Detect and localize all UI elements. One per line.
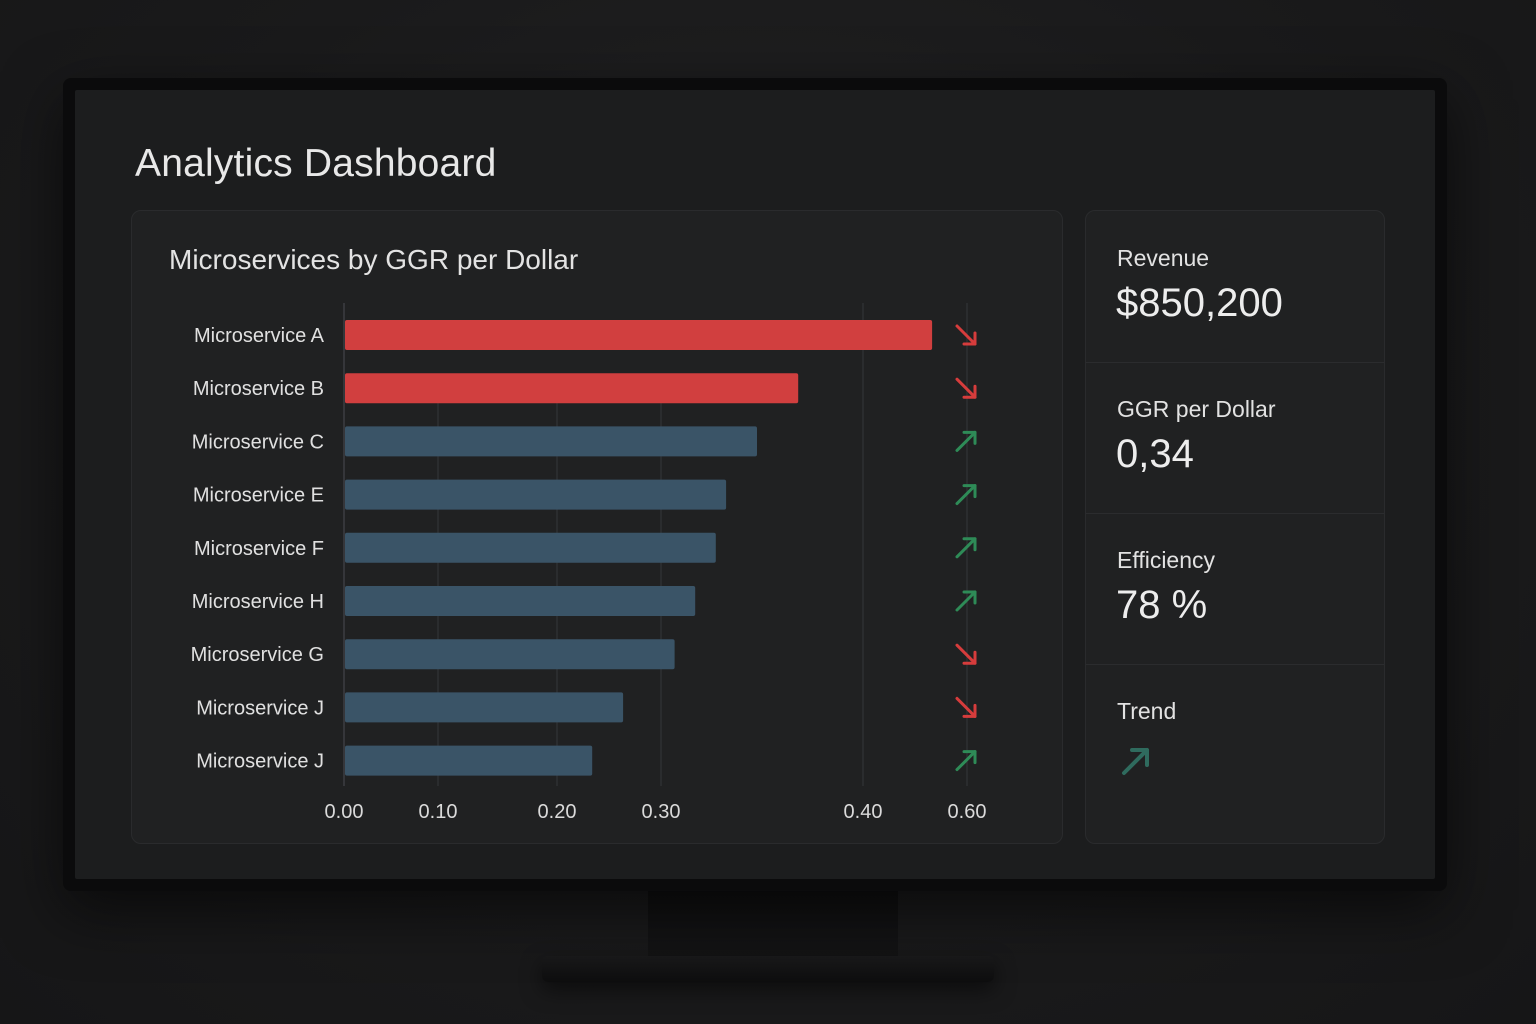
category-label: Microservice A — [194, 325, 325, 347]
kpi-panel: Revenue $850,200 GGR per Dollar 0,34 Eff… — [1085, 210, 1385, 844]
category-label: Microservice J — [196, 697, 324, 719]
trend-up-icon — [955, 484, 977, 506]
kpi-value: $850,200 — [1116, 281, 1283, 325]
trend-up-icon — [955, 590, 977, 612]
kpi-label: GGR per Dollar — [1117, 396, 1276, 422]
trend-down-icon — [955, 324, 977, 346]
category-label: Microservice C — [192, 431, 324, 453]
trend-down-icon — [955, 643, 977, 665]
trend-up-icon — [955, 430, 977, 452]
trend-up-icon — [955, 750, 977, 772]
chart-card: Microservices by GGR per Dollar Microser… — [131, 210, 1063, 844]
bar — [345, 639, 675, 670]
kpi-efficiency: Efficiency 78 % — [1086, 513, 1384, 665]
bar — [345, 479, 727, 510]
category-label: Microservice E — [193, 485, 324, 507]
x-tick-label: 0.20 — [538, 801, 577, 823]
x-tick-label: 0.30 — [642, 801, 681, 823]
page-title: Analytics Dashboard — [135, 142, 497, 185]
bar — [345, 745, 593, 776]
kpi-value: 78 % — [1116, 583, 1208, 627]
x-tick-label: 0.60 — [948, 801, 987, 823]
category-label: Microservice H — [192, 591, 324, 613]
x-tick-label: 0.00 — [325, 801, 364, 823]
trend-up-icon — [955, 537, 977, 559]
kpi-label: Revenue — [1117, 245, 1210, 271]
bar — [345, 692, 624, 723]
screen: Analytics Dashboard Microservices by GGR… — [75, 90, 1435, 879]
x-tick-label: 0.40 — [844, 801, 883, 823]
trend-up-arrow-icon — [1122, 748, 1149, 775]
kpi-ggr-per-dollar: GGR per Dollar 0,34 — [1086, 362, 1384, 514]
kpi-value: 0,34 — [1116, 432, 1194, 476]
monitor-stand-base — [542, 956, 994, 982]
bar — [345, 426, 757, 457]
trend-down-icon — [955, 377, 977, 399]
bar — [345, 532, 716, 563]
bar — [345, 586, 696, 616]
bar — [345, 373, 799, 404]
category-label: Microservice B — [193, 378, 324, 400]
category-label: Microservice J — [196, 751, 324, 773]
bar-chart: Microservice A Microservice B Microservice… — [191, 303, 987, 823]
kpi-label: Trend — [1117, 698, 1177, 724]
x-tick-label: 0.10 — [419, 801, 458, 823]
kpi-label: Efficiency — [1117, 547, 1216, 573]
category-label: Microservice F — [194, 538, 324, 560]
bar — [345, 320, 933, 350]
trend-down-icon — [955, 696, 977, 718]
kpi-trend: Trend — [1086, 664, 1384, 815]
chart-title: Microservices by GGR per Dollar — [169, 244, 579, 275]
monitor-stand-neck — [648, 891, 898, 961]
monitor-frame: Analytics Dashboard Microservices by GGR… — [63, 78, 1447, 891]
category-label: Microservice G — [191, 644, 324, 666]
kpi-revenue: Revenue $850,200 — [1086, 211, 1384, 363]
